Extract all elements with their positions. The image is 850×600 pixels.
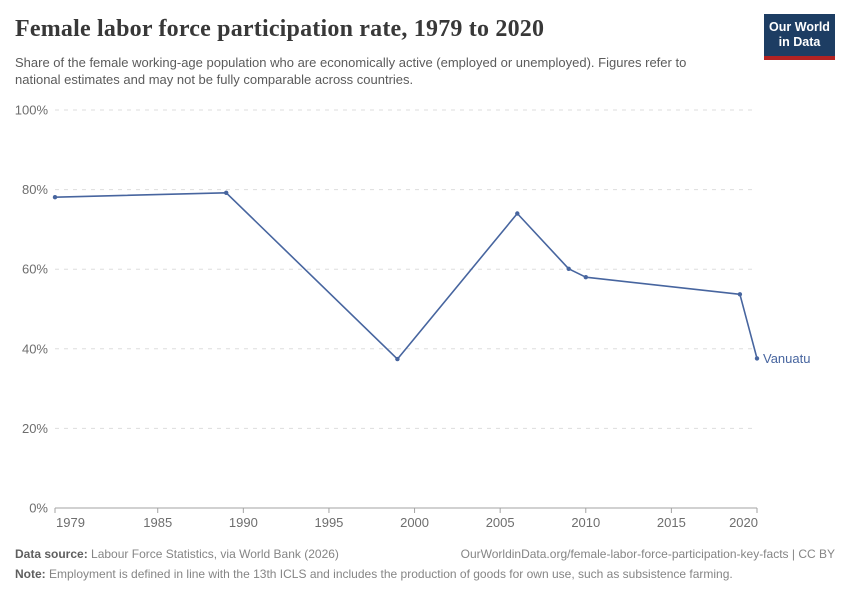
data-point[interactable] (224, 190, 229, 195)
note-label: Note: (15, 567, 46, 582)
x-tick-label: 1990 (229, 515, 258, 530)
chart-subtitle: Share of the female working-age populati… (15, 55, 687, 88)
x-tick-label: 2015 (657, 515, 686, 530)
x-tick-label: 1995 (314, 515, 343, 530)
data-point[interactable] (52, 195, 58, 200)
data-source-text: Labour Force Statistics, via World Bank … (87, 547, 339, 561)
data-source-label: Data source: (15, 547, 88, 561)
x-tick-label: 2005 (486, 515, 515, 530)
note-text: Employment is defined in line with the 1… (45, 567, 733, 582)
series-end-label: Vanuatu (763, 351, 810, 366)
owid-logo-line2: in Data (778, 35, 821, 50)
data-point[interactable] (566, 266, 571, 271)
data-point[interactable] (737, 292, 743, 297)
data-point[interactable] (583, 275, 588, 280)
chart-footer: Data source: Labour Force Statistics, vi… (15, 546, 835, 584)
x-tick-label: 1979 (56, 515, 85, 530)
owid-logo-line1: Our World (769, 20, 830, 34)
x-tick-label: 2020 (729, 515, 758, 530)
page-title: Female labor force participation rate, 1… (15, 16, 545, 42)
y-tick-label: 60% (22, 262, 48, 277)
y-tick-label: 0% (29, 501, 48, 516)
y-tick-label: 20% (22, 421, 48, 436)
x-tick-label: 2010 (571, 515, 600, 530)
data-point[interactable] (515, 211, 520, 216)
data-point[interactable] (754, 356, 760, 361)
y-tick-label: 100% (15, 103, 49, 118)
series-line-vanuatu[interactable] (54, 192, 758, 360)
x-tick-label: 2000 (400, 515, 429, 530)
y-tick-label: 40% (22, 341, 48, 356)
owid-url-link[interactable]: OurWorldinData.org/female-labor-force-pa… (460, 547, 835, 561)
y-tick-label: 80% (22, 182, 48, 197)
data-point[interactable] (395, 356, 400, 362)
owid-logo: Our World in Data (764, 14, 835, 60)
data-source: Data source: Labour Force Statistics, vi… (15, 546, 339, 563)
x-tick-label: 1985 (143, 515, 172, 530)
